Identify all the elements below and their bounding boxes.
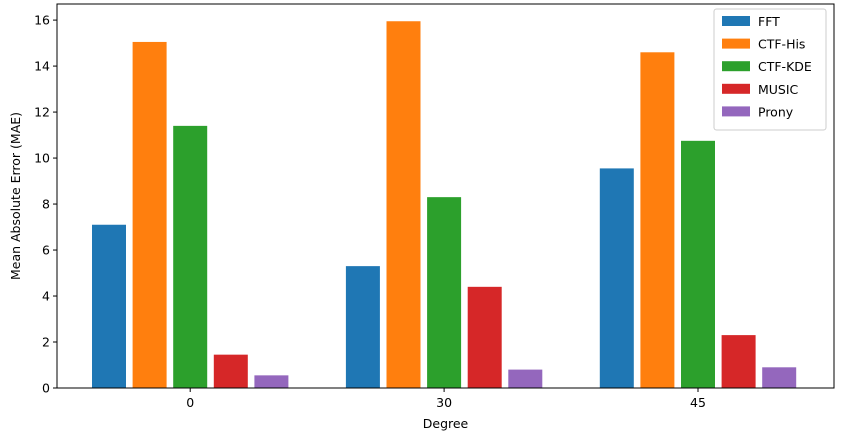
- bar-music-0: [213, 354, 248, 388]
- x-tick-label: 30: [436, 395, 452, 410]
- y-tick-label: 4: [42, 289, 50, 304]
- plot-frame: [56, 3, 835, 389]
- bar-ctf-kde-45: [681, 140, 715, 388]
- bar-fft-30: [345, 266, 380, 388]
- bar-prony-0: [254, 375, 289, 388]
- y-tick-label: 2: [42, 335, 50, 350]
- bars-layer: [92, 21, 797, 389]
- legend-label-fft: FFT: [758, 14, 780, 29]
- bar-ctf-his-45: [640, 52, 675, 389]
- legend-swatch-fft: [722, 16, 750, 26]
- bar-music-45: [721, 335, 756, 388]
- legend-label-music: MUSIC: [758, 82, 799, 97]
- bar-ctf-kde-0: [173, 125, 208, 389]
- legend: FFT CTF-His CTF-KDE MUSIC Prony: [713, 8, 827, 131]
- legend-swatch-ctf-his: [722, 38, 750, 49]
- legend-label-prony: Prony: [758, 104, 794, 119]
- y-tick-label: 14: [34, 59, 50, 74]
- x-tick-label: 45: [690, 395, 706, 410]
- bar-prony-30: [508, 369, 543, 388]
- y-tick-label: 10: [34, 151, 50, 166]
- legend-label-ctf-kde: CTF-KDE: [758, 59, 812, 74]
- y-tick-label: 16: [34, 13, 50, 28]
- bar-fft-45: [599, 168, 634, 388]
- bar-prony-45: [762, 367, 797, 388]
- y-axis-label: Mean Absolute Error (MAE): [8, 112, 23, 280]
- y-tick-label: 0: [42, 381, 50, 396]
- y-tick-label: 6: [42, 243, 50, 258]
- x-tick-label: 0: [186, 395, 194, 410]
- bar-music-30: [467, 286, 502, 388]
- legend-swatch-ctf-kde: [722, 61, 750, 72]
- legend-swatch-music: [722, 83, 750, 94]
- y-axis: 0 2 4 6 8 10 12 14 16: [34, 13, 57, 396]
- legend-swatch-prony: [722, 106, 750, 117]
- y-tick-label: 12: [34, 105, 50, 120]
- bar-fft-0: [92, 224, 126, 388]
- x-axis: 0 30 45: [186, 388, 706, 410]
- bar-ctf-his-0: [132, 41, 167, 388]
- x-axis-label: Degree: [423, 416, 469, 431]
- bar-ctf-his-30: [386, 21, 421, 388]
- legend-label-ctf-his: CTF-His: [758, 37, 805, 52]
- bar-ctf-kde-30: [427, 197, 462, 388]
- y-tick-label: 8: [42, 197, 50, 212]
